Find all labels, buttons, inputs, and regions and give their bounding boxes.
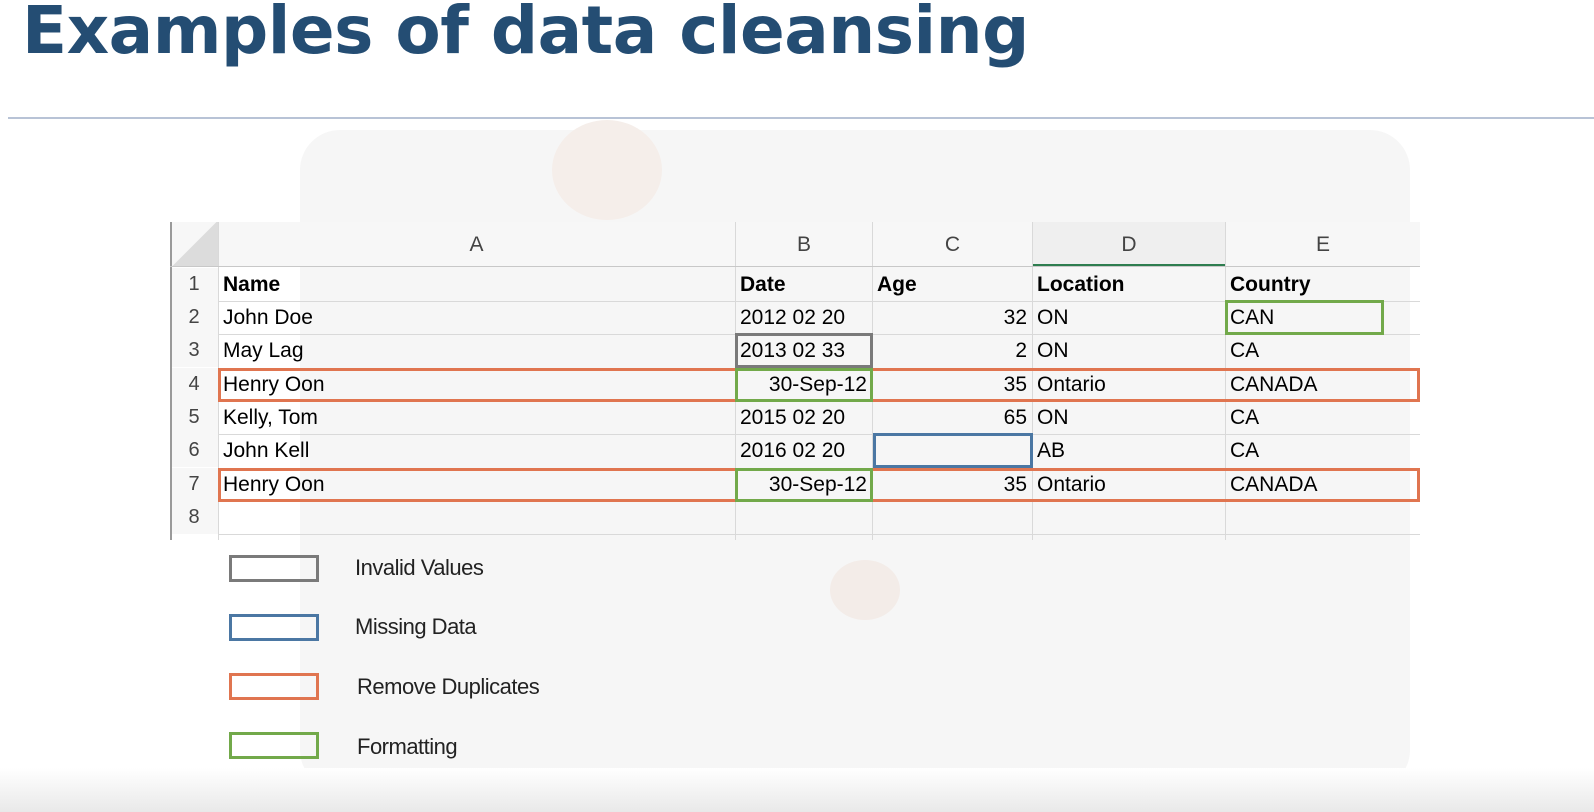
row-header-3[interactable]: 3 — [170, 334, 218, 367]
cell-e3[interactable]: CA — [1230, 339, 1260, 362]
grid-line — [1225, 222, 1226, 540]
grid-line — [218, 301, 1420, 302]
row-header-2[interactable]: 2 — [170, 301, 218, 334]
cell-e5[interactable]: CA — [1230, 406, 1260, 429]
invalid-value-highlight-b3 — [735, 333, 873, 368]
cell-b6[interactable]: 2016 02 20 — [740, 439, 846, 462]
title-divider — [8, 117, 1594, 119]
cell-b1[interactable]: Date — [740, 273, 786, 296]
cell-a3[interactable]: May Lag — [223, 339, 304, 362]
legend-swatch-invalid-values — [229, 555, 319, 582]
cell-a4[interactable]: Henry Oon — [223, 373, 325, 396]
cell-b5[interactable]: 2015 02 20 — [740, 406, 846, 429]
cell-e1[interactable]: Country — [1230, 273, 1311, 296]
column-header-e[interactable]: E — [1226, 222, 1420, 266]
legend-swatch-formatting — [229, 732, 319, 759]
column-header-c[interactable]: C — [873, 222, 1032, 266]
legend-swatch-remove-duplicates — [229, 673, 319, 700]
cell-e7[interactable]: CANADA — [1230, 473, 1318, 496]
cell-b7[interactable]: 30-Sep-12 — [768, 473, 867, 496]
formatting-highlight-b4 — [735, 368, 873, 402]
cell-d2[interactable]: ON — [1037, 306, 1069, 329]
cell-a5[interactable]: Kelly, Tom — [223, 406, 318, 429]
bottom-shade — [0, 768, 1594, 812]
grid-line — [218, 534, 1420, 535]
cell-a1[interactable]: Name — [223, 273, 281, 296]
cell-e4[interactable]: CANADA — [1230, 373, 1318, 396]
cell-d5[interactable]: ON — [1037, 406, 1069, 429]
column-header-d[interactable]: D — [1033, 222, 1225, 267]
cell-c7[interactable]: 35 — [1003, 473, 1027, 496]
grid-line — [218, 434, 1420, 435]
cell-e6[interactable]: CA — [1230, 439, 1260, 462]
slide-title: Examples of data cleansing — [22, 0, 1029, 69]
cell-c1[interactable]: Age — [877, 273, 917, 296]
row-header-4[interactable]: 4 — [170, 368, 218, 401]
formatting-highlight-b7 — [735, 468, 873, 502]
cell-c5[interactable]: 65 — [1003, 406, 1027, 429]
row-header-6[interactable]: 6 — [170, 434, 218, 467]
legend-label-formatting: Formatting — [357, 734, 458, 759]
cell-c4[interactable]: 35 — [1003, 373, 1027, 396]
grid-line — [170, 266, 1420, 267]
cell-b3[interactable]: 2013 02 33 — [740, 339, 846, 362]
grid-line — [1032, 222, 1033, 540]
missing-data-highlight-c6 — [873, 433, 1033, 468]
cell-a7[interactable]: Henry Oon — [223, 473, 325, 496]
cell-d3[interactable]: ON — [1037, 339, 1069, 362]
legend-label-missing-data: Missing Data — [355, 614, 477, 639]
cell-b4[interactable]: 30-Sep-12 — [768, 373, 867, 396]
cell-e2[interactable]: CAN — [1230, 306, 1275, 329]
background-decoration-circle — [830, 560, 900, 620]
cell-d1[interactable]: Location — [1037, 273, 1125, 296]
cell-a2[interactable]: John Doe — [223, 306, 313, 329]
sheet-left-edge — [170, 222, 172, 540]
cell-d7[interactable]: Ontario — [1037, 473, 1106, 496]
row-header-8[interactable]: 8 — [170, 501, 218, 534]
legend-label-invalid-values: Invalid Values — [355, 555, 484, 580]
column-header-a[interactable]: A — [218, 222, 735, 266]
row-header-7[interactable]: 7 — [170, 468, 218, 501]
cell-c2[interactable]: 32 — [1003, 306, 1027, 329]
cell-d4[interactable]: Ontario — [1037, 373, 1106, 396]
cell-b2[interactable]: 2012 02 20 — [740, 306, 846, 329]
legend-swatch-missing-data — [229, 614, 319, 641]
cell-c3[interactable]: 2 — [1015, 339, 1027, 362]
cell-d6[interactable]: AB — [1037, 439, 1066, 462]
legend-label-remove-duplicates: Remove Duplicates — [357, 674, 540, 699]
row-header-5[interactable]: 5 — [170, 401, 218, 434]
row-header-1[interactable]: 1 — [170, 268, 218, 301]
column-header-b[interactable]: B — [736, 222, 872, 266]
formatting-highlight-e2 — [1225, 300, 1384, 335]
background-decoration-circle — [552, 120, 662, 220]
spreadsheet: A B C D E 1 2 3 4 5 6 7 8 Name Date Age … — [170, 222, 1420, 540]
cell-a6[interactable]: John Kell — [223, 439, 310, 462]
select-all-corner[interactable] — [170, 222, 218, 266]
